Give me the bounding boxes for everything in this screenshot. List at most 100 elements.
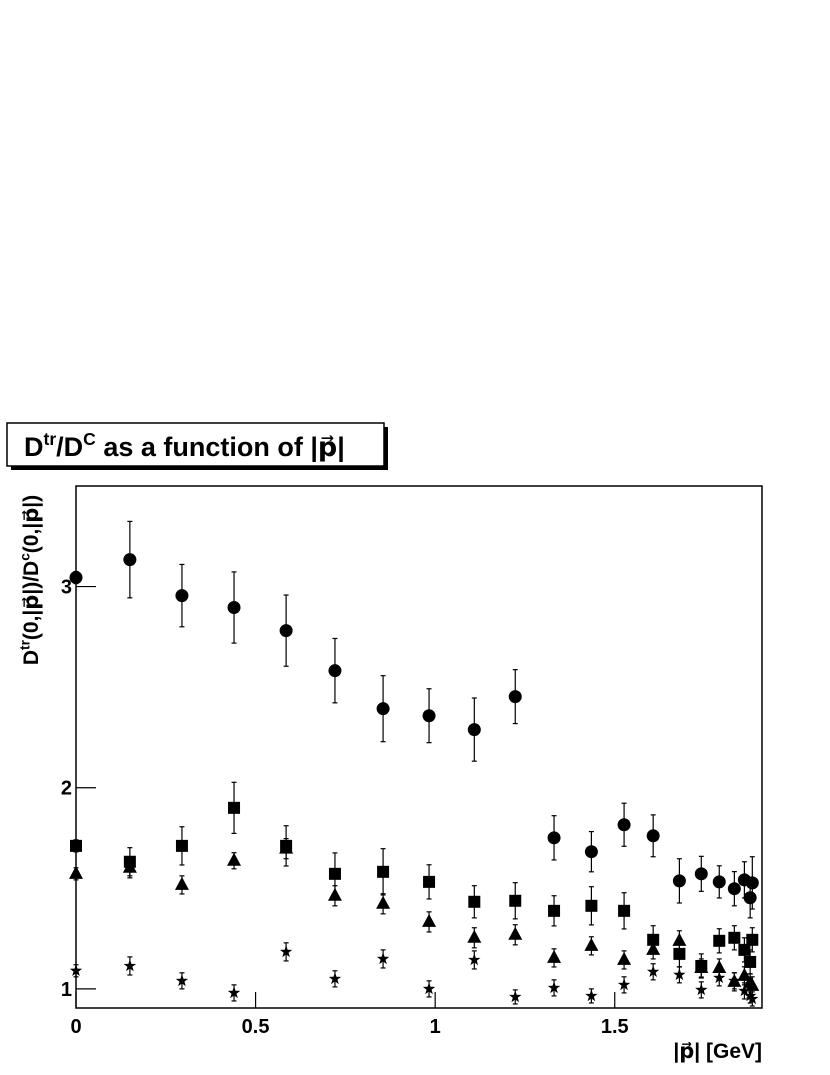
x-tick-label: 0.5 bbox=[242, 1016, 270, 1038]
marker-triangle bbox=[422, 913, 437, 927]
marker-star bbox=[617, 978, 631, 991]
marker-triangle bbox=[617, 951, 632, 965]
marker-star bbox=[728, 974, 741, 987]
marker-circle bbox=[279, 624, 293, 638]
marker-triangle bbox=[745, 977, 760, 991]
marker-star bbox=[328, 972, 342, 985]
marker-circle bbox=[227, 600, 241, 614]
marker-triangle bbox=[646, 941, 661, 955]
marker-circle bbox=[123, 553, 137, 567]
marker-star bbox=[509, 990, 522, 1003]
marker-circle bbox=[508, 690, 522, 704]
marker-circle bbox=[617, 818, 631, 832]
marker-triangle bbox=[467, 929, 482, 943]
marker-square bbox=[509, 894, 522, 907]
marker-square bbox=[377, 865, 390, 878]
marker-square bbox=[728, 931, 741, 944]
marker-star bbox=[123, 959, 137, 972]
superscript: tr bbox=[18, 639, 33, 650]
y-tick-label: 3 bbox=[61, 577, 72, 599]
marker-star bbox=[175, 974, 189, 987]
marker-circle bbox=[743, 891, 757, 905]
marker-square bbox=[328, 867, 341, 880]
marker-circle bbox=[584, 845, 598, 859]
marker-triangle bbox=[672, 932, 687, 946]
marker-star bbox=[227, 986, 241, 999]
marker-circle bbox=[727, 882, 741, 896]
superscript: C bbox=[83, 429, 96, 449]
title-box bbox=[6, 422, 385, 467]
marker-star bbox=[695, 983, 708, 996]
marker-circle bbox=[376, 702, 390, 716]
marker-circle bbox=[422, 709, 436, 723]
marker-square bbox=[673, 947, 686, 960]
marker-square bbox=[585, 899, 598, 912]
marker-circle bbox=[694, 867, 708, 881]
marker-star bbox=[713, 971, 726, 984]
marker-triangle bbox=[122, 859, 137, 873]
marker-star bbox=[743, 989, 757, 1002]
y-tick-label: 1 bbox=[61, 979, 72, 1001]
marker-triangle bbox=[712, 959, 727, 973]
marker-circle bbox=[547, 831, 561, 845]
marker-square bbox=[738, 943, 751, 956]
marker-triangle bbox=[69, 865, 83, 879]
marker-triangle bbox=[376, 895, 391, 909]
marker-circle bbox=[328, 664, 342, 678]
marker-square bbox=[468, 895, 481, 908]
marker-square bbox=[618, 904, 631, 917]
marker-triangle bbox=[279, 840, 294, 854]
text-part: /D bbox=[56, 432, 83, 462]
marker-square bbox=[647, 933, 660, 946]
x-tick-label: 1 bbox=[430, 1016, 441, 1038]
text-part: (0,|p⃗|) bbox=[20, 495, 43, 553]
x-axis-label: |p⃗| [GeV] bbox=[673, 1040, 762, 1063]
text-part: as a function of |p⃗| bbox=[96, 432, 345, 462]
marker-square bbox=[228, 801, 241, 814]
marker-circle bbox=[467, 723, 481, 737]
marker-circle bbox=[175, 589, 189, 603]
marker-star bbox=[468, 953, 481, 966]
text-part: D bbox=[24, 432, 44, 462]
marker-star bbox=[279, 945, 293, 958]
marker-star bbox=[422, 982, 436, 995]
marker-star bbox=[547, 981, 561, 994]
superscript: c bbox=[18, 553, 33, 561]
chart-title: Dtr/DC as a function of |p⃗| bbox=[24, 429, 345, 462]
y-axis-label: Dtr(0,|p⃗|)/Dc(0,|p⃗|) bbox=[18, 495, 43, 665]
superscript: tr bbox=[44, 429, 57, 449]
marker-square bbox=[713, 934, 726, 947]
text-part: D bbox=[20, 650, 43, 665]
marker-star bbox=[746, 992, 759, 1005]
marker-star bbox=[646, 965, 660, 978]
marker-square bbox=[744, 955, 757, 968]
marker-triangle bbox=[174, 876, 189, 890]
marker-circle bbox=[712, 875, 726, 889]
marker-triangle bbox=[508, 926, 523, 940]
marker-star bbox=[376, 952, 390, 965]
plot-frame bbox=[75, 485, 763, 1009]
marker-star bbox=[738, 984, 751, 997]
marker-star bbox=[69, 964, 83, 977]
marker-square bbox=[423, 875, 436, 888]
marker-circle bbox=[745, 876, 759, 890]
marker-triangle bbox=[694, 959, 709, 973]
y-tick-label: 2 bbox=[61, 778, 72, 800]
marker-circle bbox=[646, 829, 660, 843]
marker-star bbox=[585, 989, 598, 1002]
marker-square bbox=[175, 839, 188, 852]
marker-circle bbox=[69, 571, 83, 585]
x-tick-label: 1.5 bbox=[601, 1016, 629, 1038]
marker-circle bbox=[672, 874, 686, 888]
marker-star bbox=[673, 968, 686, 981]
marker-triangle bbox=[227, 852, 242, 866]
text-part: (0,|p⃗|)/D bbox=[20, 561, 43, 640]
marker-square bbox=[548, 904, 561, 917]
x-tick-label: 0 bbox=[70, 1016, 81, 1038]
marker-triangle bbox=[737, 967, 752, 981]
marker-triangle bbox=[584, 937, 599, 951]
marker-square bbox=[746, 933, 759, 946]
marker-triangle bbox=[547, 949, 562, 963]
marker-triangle bbox=[327, 887, 342, 901]
